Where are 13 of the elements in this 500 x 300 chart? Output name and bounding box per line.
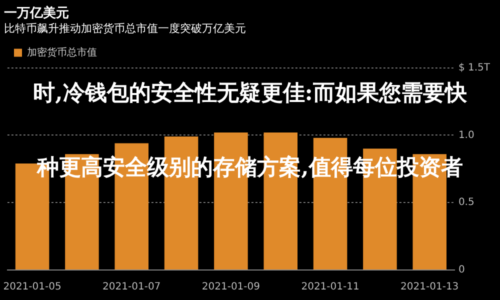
x-tick-label: 2021-01-09 bbox=[202, 282, 260, 293]
annotation: 时,冷钱包的安全性无疑更佳:而如果您需要快 bbox=[33, 80, 468, 106]
legend-label: 加密货币总市值 bbox=[27, 46, 97, 58]
x-tick-label: 2021-01-11 bbox=[301, 282, 360, 293]
y-tick-label: $ 1.5T bbox=[458, 62, 491, 74]
chart-title: 一万亿美元 bbox=[4, 5, 69, 22]
chart-subtitle: 比特币飙升推动加密货币总市值一度突破万亿美元 bbox=[4, 22, 246, 36]
y-tick-label: 0.5 bbox=[458, 197, 474, 208]
y-tick-label: 1.0 bbox=[458, 130, 474, 141]
x-tick-label: 2021-01-13 bbox=[400, 282, 459, 293]
x-tick-label: 2021-01-05 bbox=[3, 282, 62, 293]
y-tick-label: 0 bbox=[458, 264, 465, 276]
x-tick-label: 2021-01-07 bbox=[102, 282, 161, 293]
